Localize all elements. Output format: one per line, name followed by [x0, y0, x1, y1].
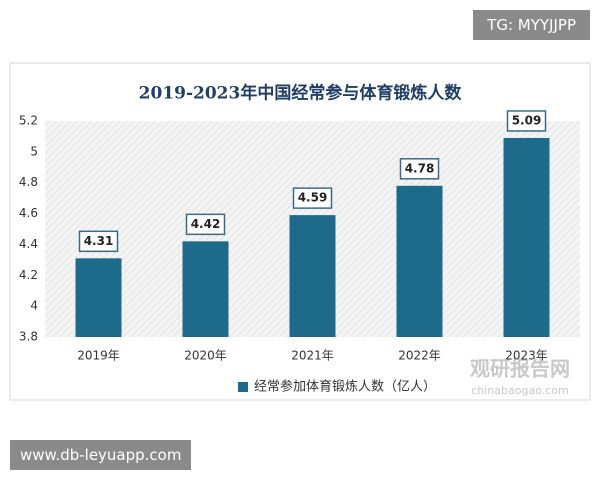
bar — [182, 241, 229, 337]
y-tick-label: 4.4 — [19, 237, 38, 251]
watermark-logo: 观研报告网 — [470, 357, 570, 381]
value-label: 4.78 — [405, 161, 435, 175]
chart-title: 2019-2023年中国经常参与体育锻炼人数 — [139, 83, 463, 104]
legend-swatch — [238, 382, 248, 392]
bar — [289, 215, 336, 337]
y-tick-label: 4.2 — [19, 268, 38, 282]
value-label-box — [292, 187, 333, 209]
watermark-site: www.db-leyuapp.com — [10, 440, 192, 470]
watermark-url: chinabaogao.com — [471, 384, 569, 397]
x-tick-label: 2022年 — [398, 349, 441, 363]
value-label-box — [506, 110, 547, 132]
watermark-tag: TG: MYYJJPP — [473, 10, 590, 40]
value-label-box — [185, 213, 226, 236]
value-label-box — [78, 230, 119, 253]
bar — [75, 258, 122, 337]
x-tick-label: 2023年 — [505, 349, 548, 363]
y-tick-label: 5.2 — [19, 114, 38, 128]
value-label: 5.09 — [512, 113, 542, 127]
value-label: 4.31 — [84, 234, 114, 248]
y-tick-label: 3.8 — [19, 330, 38, 344]
legend-label: 经常参加体育锻炼人数（亿人） — [254, 379, 436, 395]
bar — [396, 185, 443, 337]
x-tick-label: 2021年 — [291, 349, 334, 363]
y-tick-label: 4 — [30, 299, 38, 313]
value-label: 4.59 — [298, 191, 328, 205]
y-tick-label: 5 — [30, 144, 38, 158]
value-label-box — [399, 158, 440, 180]
value-label: 4.42 — [191, 217, 221, 231]
x-tick-label: 2020年 — [184, 349, 227, 363]
x-tick-label: 2019年 — [77, 349, 120, 363]
y-tick-label: 4.8 — [19, 175, 38, 189]
bar — [503, 137, 550, 337]
y-tick-label: 4.6 — [19, 206, 38, 220]
